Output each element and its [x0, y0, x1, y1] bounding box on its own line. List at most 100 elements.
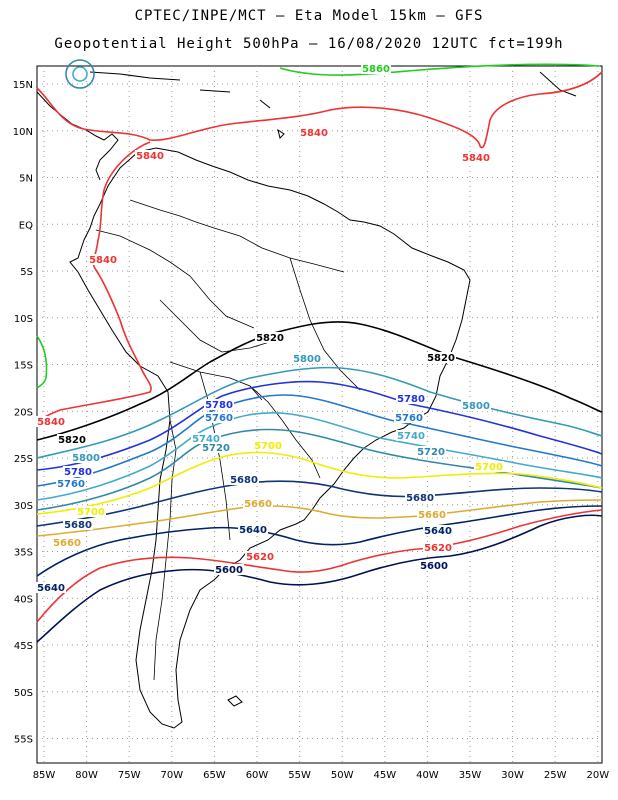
falkland-islands: [227, 695, 243, 707]
contour-label-bg: [201, 442, 231, 453]
contour-label-bg: [255, 332, 285, 343]
map-grid: [37, 66, 602, 763]
contour-label: 5680: [406, 493, 434, 504]
lon-tick-label: 25W: [544, 770, 567, 781]
contour-label-bg: [238, 524, 268, 535]
chart-title-line2: Geopotential Height 500hPa – 16/08/2020 …: [54, 36, 564, 52]
contour-label-bg: [396, 430, 426, 441]
lat-tick-label: 15N: [13, 80, 33, 91]
contour-label: 5840: [462, 153, 490, 164]
contour-label-bg: [214, 564, 244, 575]
contour-label: 5700: [254, 441, 282, 452]
contour-label: 5760: [395, 413, 423, 424]
contour-label: 5780: [64, 467, 92, 478]
contour-label-bg: [63, 519, 93, 530]
contour-label: 5820: [427, 353, 455, 364]
contour-label-bg: [56, 478, 86, 489]
contour-label-bg: [36, 416, 66, 427]
contour-label-bg: [57, 434, 87, 445]
contour-label-bg: [419, 560, 449, 571]
lat-tick-label: 5N: [19, 174, 33, 185]
contour-5860: [279, 63, 601, 76]
contour-label-bg: [416, 446, 446, 457]
contour-label-bg: [394, 412, 424, 423]
contour-label: 5740: [397, 431, 425, 442]
lat-tick-label: 10N: [13, 127, 33, 138]
contour-label: 5760: [57, 479, 85, 490]
contour-lines: [36, 59, 603, 643]
contour-label: 5620: [246, 552, 274, 563]
lat-tick-label: 50S: [14, 688, 33, 699]
contour-label: 5700: [77, 507, 105, 518]
contour-label-bg: [52, 537, 82, 548]
lat-tick-label: 30S: [14, 501, 33, 512]
contour-label-bg: [36, 582, 66, 593]
contour-5680: [36, 480, 603, 527]
contour-label: 5800: [462, 401, 490, 412]
contour-label: 5780: [397, 394, 425, 405]
contour-5820: [36, 321, 603, 441]
contour-label: 5800: [293, 354, 321, 365]
contour-label: 5600: [215, 565, 243, 576]
lon-tick-label: 65W: [203, 770, 226, 781]
lon-tick-label: 40W: [416, 770, 439, 781]
contour-label: 5680: [230, 475, 258, 486]
lat-tick-label: 15S: [14, 361, 33, 372]
lat-tick-label: 35S: [14, 548, 33, 559]
map-frame: [36, 65, 603, 764]
contour-label-bg: [423, 542, 453, 553]
lat-tick-label: 10S: [14, 314, 33, 325]
contour-low-ring-outer: [65, 59, 95, 89]
lat-tick-label: EQ: [19, 220, 33, 231]
country-borders: [95, 199, 361, 681]
contour-label: 5660: [418, 510, 446, 521]
contour-5600: [36, 514, 603, 643]
contour-5740: [36, 411, 603, 501]
contour-5840-west: [36, 141, 152, 423]
lon-tick-label: 85W: [33, 770, 56, 781]
contour-label: 5860: [362, 64, 390, 75]
contour-5780: [36, 380, 603, 471]
contour-label-bg: [405, 492, 435, 503]
contour-label-bg: [253, 440, 283, 451]
contour-label: 5620: [424, 543, 452, 554]
trinidad: [277, 128, 285, 139]
lon-tick-label: 45W: [373, 770, 396, 781]
contour-low-ring-inner: [72, 66, 88, 82]
contour-label-bg: [204, 412, 234, 423]
contour-label-bg: [245, 551, 275, 562]
contour-label-bg: [417, 509, 447, 520]
contour-labels: 5860 5840 5840 5840 5840 5840 5820 5820 5820 5800…: [36, 63, 504, 594]
contour-label-bg: [461, 152, 491, 163]
contour-label: 5680: [64, 520, 92, 531]
contour-label: 5760: [205, 413, 233, 424]
contour-5660: [36, 499, 603, 537]
contour-label-bg: [76, 506, 106, 517]
contour-label-bg: [71, 452, 101, 463]
contour-label: 5820: [256, 333, 284, 344]
contour-label: 5700: [475, 462, 503, 473]
contour-5620: [36, 509, 603, 623]
contour-label-bg: [191, 433, 221, 444]
contour-label-bg: [229, 474, 259, 485]
contour-label: 5640: [424, 526, 452, 537]
contour-label-bg: [461, 400, 491, 411]
contour-label: 5820: [58, 435, 86, 446]
contour-label-bg: [423, 525, 453, 536]
contour-label: 5840: [300, 128, 328, 139]
contour-label: 5660: [53, 538, 81, 549]
lon-tick-label: 30W: [501, 770, 524, 781]
south-america-coastline: [69, 147, 471, 729]
lon-tick-label: 55W: [288, 770, 311, 781]
lat-tick-label: 45S: [14, 641, 33, 652]
contour-5840: [36, 71, 603, 149]
lon-tick-label: 20W: [586, 770, 609, 781]
contour-label-bg: [88, 254, 118, 265]
lon-tick-label: 75W: [118, 770, 141, 781]
contour-label: 5660: [244, 499, 272, 510]
contour-5720: [36, 428, 603, 511]
contour-label-bg: [292, 353, 322, 364]
axis-tick-labels: 15N 10N 5N EQ 5S 10S 15S 20S 25S 30S 35S 40S 45S 50S 5…: [13, 80, 609, 781]
contour-label-bg: [204, 399, 234, 410]
